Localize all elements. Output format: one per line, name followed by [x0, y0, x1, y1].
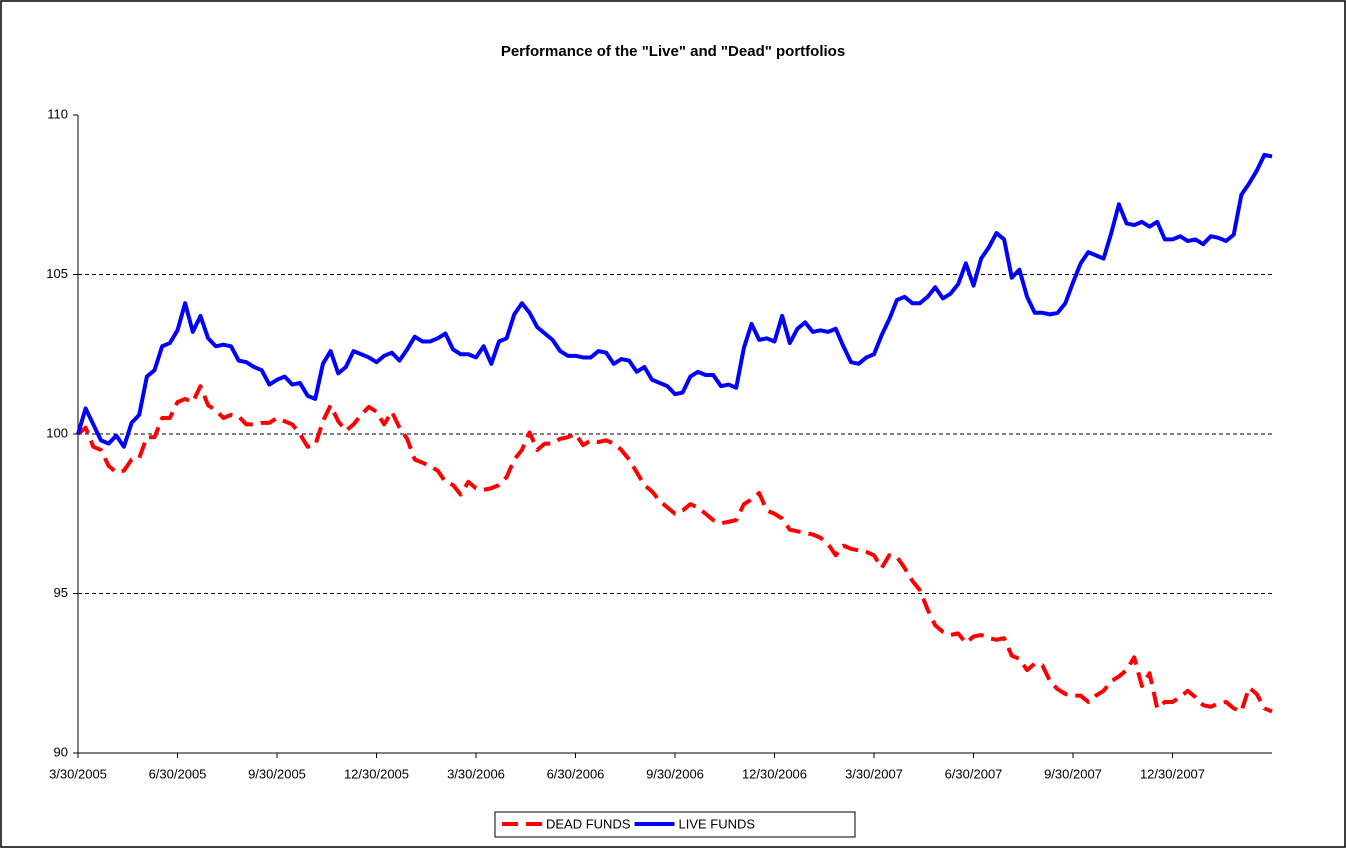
- series-line: [76, 384, 1273, 714]
- x-tick-label: 12/30/2007: [1140, 766, 1205, 781]
- series-line: [76, 152, 1273, 449]
- legend-label: LIVE FUNDS: [679, 816, 756, 831]
- y-tick-label: 100: [46, 425, 68, 440]
- x-tick-label: 6/30/2005: [149, 766, 207, 781]
- x-tick-label: 12/30/2005: [344, 766, 409, 781]
- x-tick-label: 6/30/2007: [945, 766, 1003, 781]
- x-tick-label: 3/30/2005: [49, 766, 107, 781]
- x-tick-label: 9/30/2005: [248, 766, 306, 781]
- y-tick-label: 105: [46, 266, 68, 281]
- y-tick-label: 110: [47, 106, 68, 121]
- x-tick-label: 9/30/2006: [646, 766, 704, 781]
- chart-title: Performance of the "Live" and "Dead" por…: [501, 43, 845, 60]
- legend-label: DEAD FUNDS: [546, 816, 631, 831]
- x-tick-label: 12/30/2006: [742, 766, 807, 781]
- legend-box: [494, 811, 856, 838]
- y-tick-label: 90: [54, 744, 68, 759]
- x-tick-label: 3/30/2007: [845, 766, 903, 781]
- x-tick-label: 6/30/2006: [547, 766, 605, 781]
- y-tick-label: 95: [54, 585, 68, 600]
- x-tick-label: 9/30/2007: [1044, 766, 1102, 781]
- x-tick-label: 3/30/2006: [447, 766, 505, 781]
